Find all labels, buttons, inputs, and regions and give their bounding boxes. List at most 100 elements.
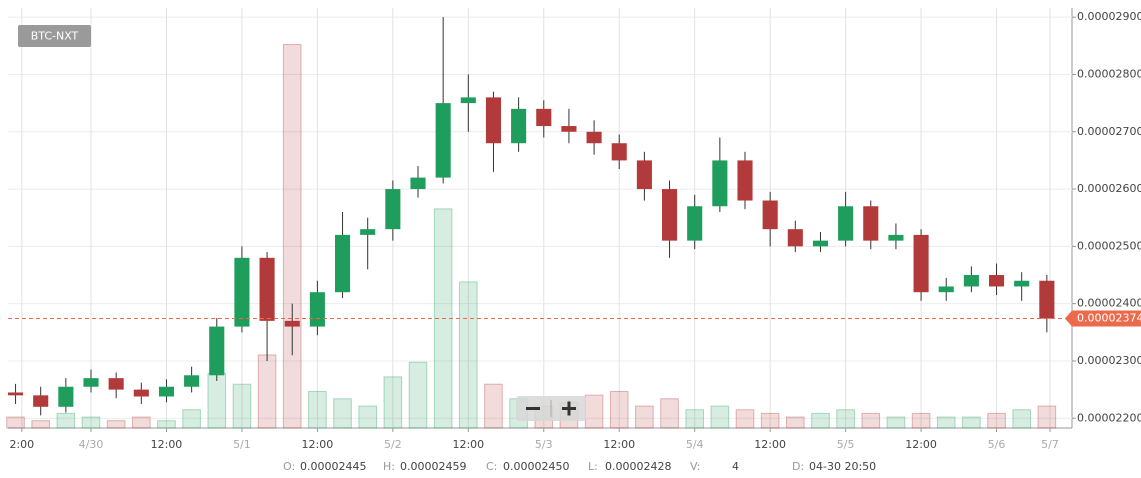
candle-body xyxy=(460,97,476,104)
volume-bar xyxy=(811,412,830,429)
candle-body xyxy=(661,189,678,241)
volume-bar xyxy=(936,416,956,429)
volume-bar xyxy=(584,394,604,429)
candle-body xyxy=(435,103,451,178)
candle-body xyxy=(8,392,24,396)
y-tick-label: 0.00002900 xyxy=(1077,10,1141,23)
x-tick-label: 5/3 xyxy=(535,438,553,451)
candle-body xyxy=(863,206,879,241)
volume-bar xyxy=(786,416,805,429)
candle-body xyxy=(1014,280,1030,287)
readout-value: 0.00002450 xyxy=(503,460,569,473)
pair-button[interactable] xyxy=(18,25,91,47)
readout-key: V: xyxy=(690,460,700,473)
zoom-controls xyxy=(516,396,586,421)
candle-body xyxy=(586,131,602,144)
readout-value: 0.00002445 xyxy=(300,460,366,473)
candle-body xyxy=(209,326,225,376)
candle-body xyxy=(259,257,275,321)
candle-body xyxy=(385,189,401,230)
volume-bar xyxy=(760,412,780,429)
y-tick-label: 0.00002200 xyxy=(1077,411,1141,424)
candle-body xyxy=(485,97,502,144)
candle-body xyxy=(511,108,527,144)
volume-bar xyxy=(31,420,51,429)
readout-key: H: xyxy=(383,460,395,473)
volume-bar xyxy=(861,412,881,429)
volume-bar xyxy=(308,390,327,429)
x-tick-label: 12:00 xyxy=(151,438,183,451)
volume-bar xyxy=(207,372,227,429)
candle-body xyxy=(636,160,652,190)
candle-body xyxy=(133,389,149,397)
volume-bar xyxy=(232,383,252,429)
pair-label: BTC-NXT xyxy=(31,30,79,43)
y-tick-label: 0.00002700 xyxy=(1077,125,1141,138)
zoom-in-bar xyxy=(567,401,571,416)
candle-body xyxy=(284,320,300,327)
x-tick-label: 12:00 xyxy=(754,438,786,451)
x-tick-label: 5/6 xyxy=(988,438,1006,451)
volume-bar xyxy=(157,420,176,429)
candle-body xyxy=(410,177,426,190)
volume-bar xyxy=(1037,405,1057,429)
candle-body xyxy=(234,257,250,327)
volume-bar xyxy=(106,420,126,429)
volume-bar xyxy=(735,409,755,429)
readout-key: D: xyxy=(792,460,804,473)
volume-bar xyxy=(6,416,25,429)
y-tick-label: 0.00002300 xyxy=(1077,354,1141,367)
volume-bar xyxy=(1012,409,1031,429)
volume-bar xyxy=(886,416,906,429)
volume-bar xyxy=(182,409,201,429)
candle-body xyxy=(687,206,703,241)
volume-bar xyxy=(962,416,981,429)
zoom-out[interactable] xyxy=(526,407,540,410)
candle-body xyxy=(536,108,552,127)
volume-bar xyxy=(459,281,478,429)
candle-body xyxy=(712,160,728,207)
candle-body xyxy=(888,234,904,241)
candle-body xyxy=(184,375,200,387)
x-tick-label: 2:00 xyxy=(9,438,34,451)
readout-key: O: xyxy=(283,460,295,473)
candle-body xyxy=(83,378,99,387)
readout-value: 0.00002428 xyxy=(605,460,671,473)
y-tick-label: 0.00002800 xyxy=(1077,67,1141,80)
volume-bar xyxy=(484,383,503,429)
y-tick-label: 0.00002400 xyxy=(1077,297,1141,310)
readout-key: L: xyxy=(588,460,598,473)
candle-body xyxy=(737,160,753,201)
candle-body xyxy=(812,240,829,247)
candle-body xyxy=(334,234,351,293)
x-tick-label: 5/5 xyxy=(837,438,855,451)
candle-body xyxy=(787,229,803,247)
volume-bar xyxy=(987,412,1006,429)
last-price-label: 0.00002374 xyxy=(1077,312,1141,325)
volume-bar xyxy=(911,412,931,429)
volume-bar xyxy=(132,416,151,429)
x-tick-label: 5/4 xyxy=(686,438,704,451)
y-tick-label: 0.00002500 xyxy=(1077,239,1141,252)
candle-body xyxy=(309,292,325,327)
candle-body xyxy=(360,229,376,235)
x-tick-label: 4/30 xyxy=(79,438,104,451)
volume-bar xyxy=(333,398,352,429)
plot: 0.00002200 0.00002300 0.00002400 0.00002500… xyxy=(6,8,1141,451)
volume-bar xyxy=(282,44,302,429)
volume-bar xyxy=(685,409,704,429)
readout-value: 0.00002459 xyxy=(400,460,466,473)
volume-bar xyxy=(257,354,277,429)
candle-body xyxy=(611,143,627,161)
y-tick-label: 0.00002600 xyxy=(1077,182,1141,195)
candle-body xyxy=(963,275,979,287)
volume-bar xyxy=(81,416,101,429)
candle-body xyxy=(561,126,577,132)
volume-bar xyxy=(660,398,679,429)
last-price-tag xyxy=(1065,310,1141,327)
candle-body xyxy=(108,378,124,390)
readout-value: 4 xyxy=(732,460,739,473)
candle-body xyxy=(158,386,175,397)
x-tick-label: 12:00 xyxy=(302,438,334,451)
